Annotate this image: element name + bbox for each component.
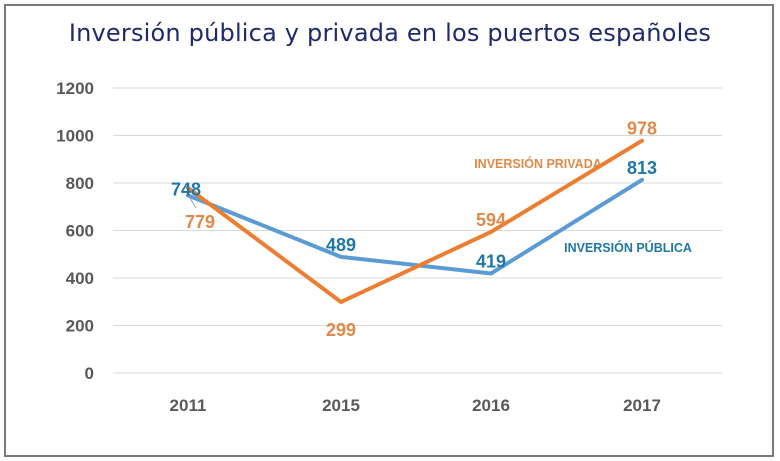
data-label: 978 — [627, 119, 657, 139]
data-label: 489 — [326, 235, 356, 255]
y-tick-label: 1000 — [56, 127, 94, 146]
data-label: 419 — [476, 251, 506, 271]
x-tick-label: 2017 — [623, 396, 661, 415]
series-line-publica — [186, 177, 644, 276]
series-label-privada: INVERSIÓN PRIVADA — [474, 156, 602, 171]
data-label: 813 — [627, 158, 657, 178]
y-tick-label: 200 — [66, 317, 94, 336]
series-line-privada — [186, 138, 644, 304]
y-tick-label: 1200 — [56, 79, 94, 98]
x-tick-label: 2011 — [170, 396, 207, 415]
data-label: 299 — [326, 320, 356, 340]
data-label: 748 — [171, 179, 201, 199]
label-leader-line — [189, 197, 197, 209]
y-tick-label: 400 — [66, 269, 94, 288]
series-label-publica: INVERSIÓN PÚBLICA — [564, 240, 692, 255]
data-label: 779 — [185, 212, 215, 232]
y-tick-label: 800 — [66, 174, 94, 193]
x-tick-label: 2015 — [322, 396, 360, 415]
chart-title: Inversión pública y privada en los puert… — [68, 19, 712, 47]
y-tick-label: 0 — [85, 364, 94, 383]
y-tick-label: 600 — [66, 222, 94, 241]
x-tick-label: 2016 — [472, 396, 510, 415]
data-label: 594 — [476, 210, 506, 230]
